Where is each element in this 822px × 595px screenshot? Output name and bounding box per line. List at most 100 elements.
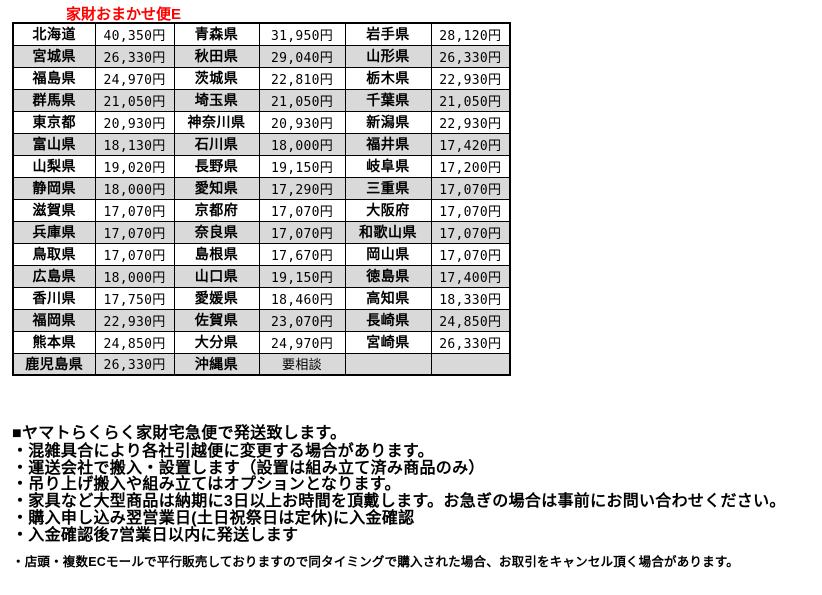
table-row: 福岡県 22,930円 佐賀県 23,070円 長崎県 24,850円 (12, 308, 511, 332)
shipping-heading: ■ヤマトらくらく家財宅急便で発送致します。 (12, 425, 347, 442)
price-cell: 17,070円 (94, 220, 175, 244)
parallel-sales-footnote: ・店頭・複数ECモールで平行販売しておりますので同タイミングで購入された場合、お… (12, 555, 739, 569)
table-row: 鳥取県 17,070円 島根県 17,670円 岡山県 17,070円 (12, 242, 511, 266)
prefecture-cell: 島根県 (173, 242, 260, 266)
shipping-note: ・混雑具合により各社引越便に変更する場合があります。 (12, 443, 434, 460)
prefecture-cell: 宮城県 (12, 44, 96, 68)
price-cell: 17,290円 (258, 176, 346, 200)
shipping-note: ・入金確認後7営業日以内に発送します (12, 526, 299, 544)
prefecture-cell: 茨城県 (173, 66, 260, 90)
prefecture-cell: 宮崎県 (344, 330, 432, 354)
price-cell: 18,130円 (94, 132, 175, 156)
price-cell: 18,000円 (94, 264, 175, 288)
prefecture-cell (344, 352, 432, 376)
shipping-notes-list: ・混雑具合により各社引越便に変更する場合があります。 ・運送会社で搬入・設置しま… (12, 443, 817, 544)
price-cell: 17,670円 (258, 242, 346, 266)
shipping-note: ・運送会社で搬入・設置します（設置は組み立て済み商品のみ） (12, 459, 485, 477)
prefecture-cell: 岩手県 (344, 22, 432, 46)
shipping-note: ・購入申し込み翌営業日(土日祝祭日は定休)に入金確認 (12, 509, 415, 527)
price-cell: 22,930円 (430, 66, 511, 90)
prefecture-cell: 山形県 (344, 44, 432, 68)
price-cell: 20,930円 (258, 110, 346, 134)
price-cell: 17,070円 (430, 220, 511, 244)
table-row: 香川県 17,750円 愛媛県 18,460円 高知県 18,330円 (12, 286, 511, 310)
price-cell: 21,050円 (430, 88, 511, 112)
prefecture-cell: 新潟県 (344, 110, 432, 134)
price-cell: 26,330円 (430, 44, 511, 68)
prefecture-cell: 高知県 (344, 286, 432, 310)
table-row: 兵庫県 17,070円 奈良県 17,070円 和歌山県 17,070円 (12, 220, 511, 244)
table-row: 東京都 20,930円 神奈川県 20,930円 新潟県 22,930円 (12, 110, 511, 134)
prefecture-cell: 静岡県 (12, 176, 96, 200)
prefecture-cell: 山口県 (173, 264, 260, 288)
price-cell: 24,850円 (430, 308, 511, 332)
prefecture-cell: 山梨県 (12, 154, 96, 178)
price-cell: 22,810円 (258, 66, 346, 90)
table-row: 静岡県 18,000円 愛知県 17,290円 三重県 17,070円 (12, 176, 511, 200)
price-cell: 40,350円 (94, 22, 175, 46)
prefecture-cell: 北海道 (12, 22, 96, 46)
prefecture-cell: 大阪府 (344, 198, 432, 222)
shipping-note: ・家具など大型商品は納期に3日以上お時間を頂戴します。お急ぎの場合は事前にお問い… (12, 493, 786, 511)
prefecture-cell: 和歌山県 (344, 220, 432, 244)
prefecture-cell: 沖縄県 (173, 352, 260, 376)
price-cell: 17,070円 (430, 176, 511, 200)
prefecture-cell: 福島県 (12, 66, 96, 90)
shipping-fee-table-body: 北海道 40,350円 青森県 31,950円 岩手県 28,120円 宮城県 26,330円… (12, 22, 511, 376)
price-cell: 21,050円 (258, 88, 346, 112)
prefecture-cell: 佐賀県 (173, 308, 260, 332)
table-row: 鹿児島県 26,330円 沖縄県 要相談 (12, 352, 511, 376)
prefecture-cell: 大分県 (173, 330, 260, 354)
price-cell: 18,460円 (258, 286, 346, 310)
prefecture-cell: 東京都 (12, 110, 96, 134)
table-row: 広島県 18,000円 山口県 19,150円 徳島県 17,400円 (12, 264, 511, 288)
price-cell: 18,330円 (430, 286, 511, 310)
table-row: 群馬県 21,050円 埼玉県 21,050円 千葉県 21,050円 (12, 88, 511, 112)
shipping-fee-table: 北海道 40,350円 青森県 31,950円 岩手県 28,120円 宮城県 26,330円… (12, 22, 511, 376)
prefecture-cell: 愛媛県 (173, 286, 260, 310)
prefecture-cell: 青森県 (173, 22, 260, 46)
price-cell: 20,930円 (94, 110, 175, 134)
prefecture-cell: 秋田県 (173, 44, 260, 68)
prefecture-cell: 愛知県 (173, 176, 260, 200)
price-cell: 26,330円 (430, 330, 511, 354)
prefecture-cell: 広島県 (12, 264, 96, 288)
prefecture-cell: 福井県 (344, 132, 432, 156)
prefecture-cell: 埼玉県 (173, 88, 260, 112)
prefecture-cell: 滋賀県 (12, 198, 96, 222)
price-cell: 19,020円 (94, 154, 175, 178)
prefecture-cell: 富山県 (12, 132, 96, 156)
prefecture-cell: 鹿児島県 (12, 352, 96, 376)
price-cell: 17,070円 (258, 220, 346, 244)
price-cell: 31,950円 (258, 22, 346, 46)
price-cell: 24,970円 (258, 330, 346, 354)
prefecture-cell: 徳島県 (344, 264, 432, 288)
price-cell: 21,050円 (94, 88, 175, 112)
prefecture-cell: 岡山県 (344, 242, 432, 266)
service-title: 家財おまかせ便E (66, 6, 182, 23)
table-row: 山梨県 19,020円 長野県 19,150円 岐阜県 17,200円 (12, 154, 511, 178)
prefecture-cell: 福岡県 (12, 308, 96, 332)
price-cell: 17,070円 (94, 242, 175, 266)
price-cell: 17,070円 (430, 242, 511, 266)
price-cell: 17,750円 (94, 286, 175, 310)
price-cell: 18,000円 (258, 132, 346, 156)
price-cell (430, 352, 511, 376)
table-row: 熊本県 24,850円 大分県 24,970円 宮崎県 26,330円 (12, 330, 511, 354)
table-row: 滋賀県 17,070円 京都府 17,070円 大阪府 17,070円 (12, 198, 511, 222)
table-row: 富山県 18,130円 石川県 18,000円 福井県 17,420円 (12, 132, 511, 156)
price-cell: 17,070円 (258, 198, 346, 222)
price-cell: 18,000円 (94, 176, 175, 200)
prefecture-cell: 三重県 (344, 176, 432, 200)
price-cell: 23,070円 (258, 308, 346, 332)
prefecture-cell: 栃木県 (344, 66, 432, 90)
prefecture-cell: 群馬県 (12, 88, 96, 112)
prefecture-cell: 香川県 (12, 286, 96, 310)
price-cell: 19,150円 (258, 264, 346, 288)
prefecture-cell: 熊本県 (12, 330, 96, 354)
price-cell: 22,930円 (430, 110, 511, 134)
price-cell: 26,330円 (94, 44, 175, 68)
prefecture-cell: 鳥取県 (12, 242, 96, 266)
price-cell: 28,120円 (430, 22, 511, 46)
